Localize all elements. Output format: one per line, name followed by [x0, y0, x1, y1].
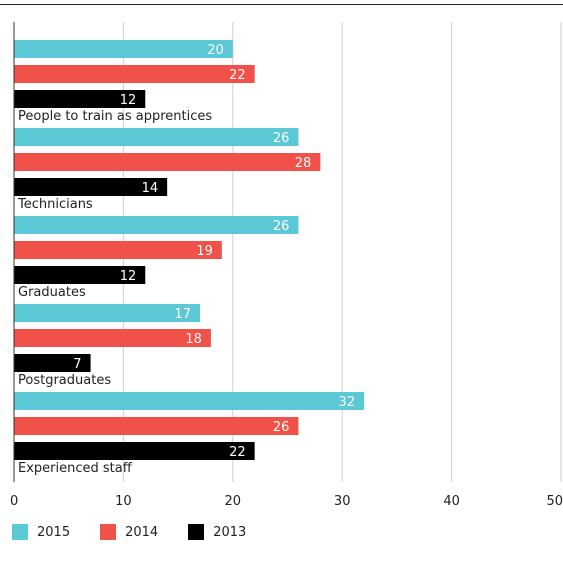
x-tick-label: 10 [115, 494, 132, 509]
bar [14, 128, 299, 146]
legend-label-2013: 2013 [213, 524, 247, 540]
bar-value-label: 12 [120, 269, 137, 284]
legend-label-2014: 2014 [125, 524, 159, 540]
bar-value-label: 22 [229, 68, 246, 83]
bar-value-label: 14 [142, 181, 159, 196]
bar-value-label: 28 [295, 156, 312, 171]
category-label: Experienced staff [18, 461, 133, 476]
bar [14, 304, 200, 322]
category-label: Graduates [18, 285, 86, 300]
category-label: People to train as apprentices [18, 109, 212, 124]
bar [14, 266, 146, 284]
bar-value-label: 18 [185, 332, 202, 347]
legend-item-2014: 2014 [100, 524, 158, 540]
bar [14, 90, 146, 108]
category-label: Postgraduates [18, 373, 111, 388]
x-tick-label: 30 [334, 494, 351, 509]
bar-value-label: 20 [207, 43, 224, 58]
legend-swatch-2014 [100, 524, 117, 540]
legend-item-2013: 2013 [188, 524, 246, 540]
bar-value-label: 17 [174, 307, 191, 322]
x-tick-label: 40 [443, 494, 460, 509]
bar [14, 442, 255, 460]
bar-value-label: 7 [73, 357, 81, 372]
bar-value-label: 19 [196, 244, 213, 259]
legend-swatch-2013 [188, 524, 205, 540]
bar [14, 40, 233, 58]
bar-value-label: 22 [229, 445, 246, 460]
bar-value-label: 12 [120, 93, 137, 108]
legend: 2015 2014 2013 [12, 521, 276, 543]
bar-value-label: 26 [273, 420, 290, 435]
legend-label-2015: 2015 [37, 524, 71, 540]
legend-item-2015: 2015 [12, 524, 70, 540]
legend-swatch-2015 [12, 524, 28, 540]
bar [14, 392, 365, 410]
bar [14, 329, 211, 347]
bar [14, 417, 299, 435]
bar-value-label: 26 [273, 219, 290, 234]
x-tick-label: 0 [10, 494, 18, 509]
bar [14, 153, 321, 171]
bar-value-label: 32 [339, 395, 356, 410]
bar [14, 178, 168, 196]
bar [14, 241, 222, 259]
category-label: Technicians [17, 197, 93, 212]
x-tick-label: 50 [546, 494, 563, 509]
bar-value-label: 26 [273, 131, 290, 146]
bar [14, 216, 299, 234]
bar [14, 65, 255, 83]
x-tick-label: 20 [225, 494, 242, 509]
bar [14, 354, 91, 372]
